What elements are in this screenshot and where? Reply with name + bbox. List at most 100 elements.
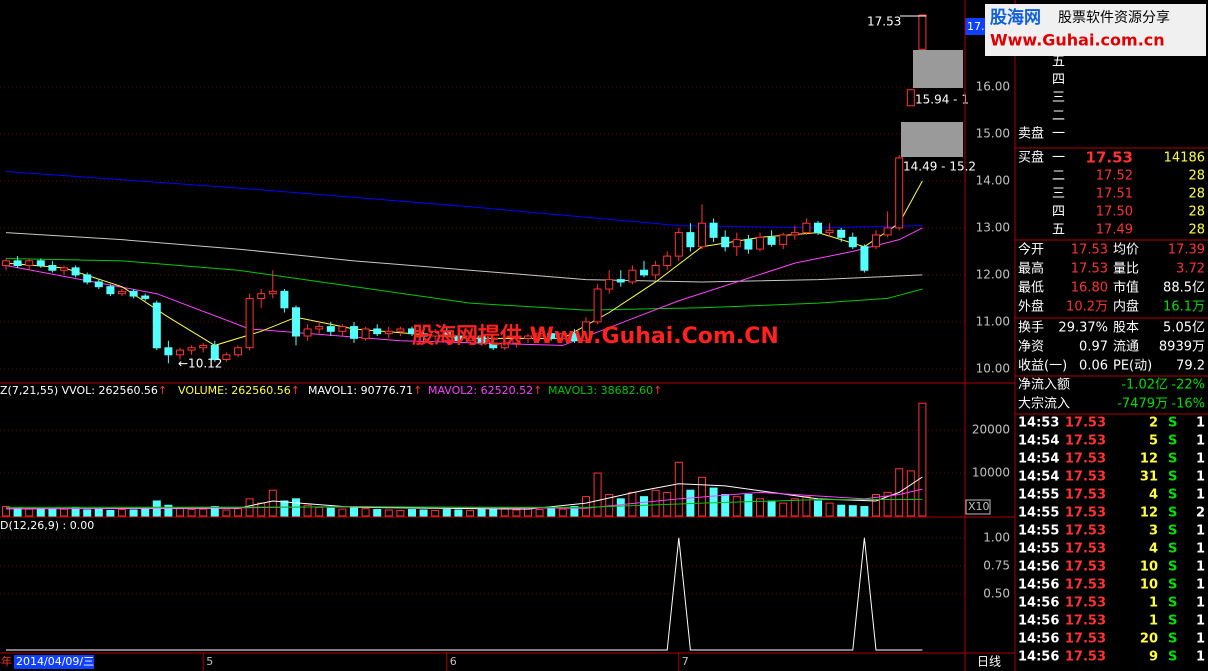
candle-body (744, 239, 753, 250)
buy-volume: 28 (1188, 187, 1205, 202)
candle-body (419, 333, 428, 337)
candle-body (651, 265, 660, 276)
stat-label: 今开 (1018, 242, 1044, 258)
tick-time: 14:55 (1018, 542, 1059, 557)
volume-bar (593, 472, 602, 517)
candle-body (524, 335, 532, 339)
candle-body (129, 290, 138, 297)
volume-bar (373, 509, 382, 517)
candle-body (918, 14, 927, 50)
stat-value: 0.06 (1079, 359, 1108, 374)
candle-body (83, 274, 92, 283)
y-tick-label: 20000 (972, 423, 1010, 437)
volume-bar (709, 487, 718, 517)
buy-price: 17.53 (1086, 149, 1133, 167)
tick-count: 1 (1196, 488, 1205, 503)
volume-bar (129, 509, 138, 517)
tick-time: 14:53 (1018, 416, 1059, 431)
candle-body (547, 333, 556, 339)
volume-bar (431, 509, 440, 517)
volume-bar (732, 496, 741, 517)
candle-body (431, 330, 440, 337)
tick-side: S (1168, 470, 1177, 485)
candle-body (222, 354, 231, 361)
tick-volume: 12 (1140, 506, 1158, 521)
tick-price: 17.53 (1065, 596, 1106, 611)
buy-label: 买盘 (1018, 150, 1044, 166)
volume-bar (779, 502, 788, 517)
candle-body (698, 222, 706, 248)
volume-header: VOLUME: 262560.56↑ (178, 384, 300, 397)
tick-time: 14:56 (1018, 650, 1059, 665)
stat-value: 3.72 (1176, 262, 1205, 277)
month-label: 6 (450, 655, 457, 668)
candle-body (268, 290, 277, 295)
volume-bar (489, 508, 498, 517)
buy-price: 17.52 (1096, 169, 1133, 184)
volume-bar (721, 494, 730, 517)
candle-body (408, 328, 416, 335)
scale-box (965, 499, 991, 515)
stat-value: 0.97 (1079, 340, 1108, 355)
tick-side: S (1168, 524, 1177, 539)
candle-body (802, 222, 811, 234)
candle-body (315, 326, 324, 330)
flow-pct: -22% (1171, 378, 1205, 393)
volume-bar (825, 502, 834, 517)
tick-time: 14:56 (1018, 596, 1059, 611)
volume-bar (60, 508, 68, 517)
volume-header: Z(7,21,55) VVOL: 262560.56↑ (0, 384, 167, 397)
volume-bar (570, 506, 579, 517)
tick-count: 2 (1196, 506, 1205, 521)
buy-level: 五 (1052, 223, 1065, 238)
y-tick-label: 13.00 (976, 220, 1010, 234)
volume-bar (2, 506, 10, 517)
tick-time: 14:55 (1018, 488, 1059, 503)
stat-value: 17.53 (1071, 243, 1108, 258)
candle-body (825, 229, 834, 234)
volume-bar (199, 508, 208, 517)
volume-bar (535, 509, 544, 517)
tick-price: 17.53 (1065, 560, 1106, 575)
scale-label: X10 (968, 500, 990, 513)
volume-bar (466, 509, 474, 517)
tick-price: 17.53 (1065, 506, 1106, 521)
candle-body (60, 267, 68, 271)
candle-body (361, 328, 370, 339)
candle-body (558, 333, 567, 339)
stat-label: 收益(一) (1018, 359, 1067, 374)
volume-bar (408, 509, 416, 517)
volume-bar (674, 461, 683, 517)
candle-body (477, 335, 486, 344)
volume-bar (651, 489, 660, 517)
candle-body (384, 330, 393, 335)
volume-bar (210, 506, 219, 517)
volume-bar (257, 502, 266, 517)
flow-label: 大宗流入 (1018, 396, 1070, 412)
volume-bar (419, 509, 428, 517)
volume-header: MAVOL3: 38682.60↑ (548, 384, 662, 397)
volume-bar (83, 509, 92, 517)
stat-label: 内盘 (1113, 299, 1139, 315)
candle-body (872, 234, 880, 248)
year-fragment: 4年 (0, 654, 12, 668)
volume-bar (25, 508, 34, 517)
sell-label: 卖盘 (1018, 126, 1044, 142)
volume-bar (767, 500, 776, 517)
tick-time: 14:56 (1018, 578, 1059, 593)
volume-bar (640, 496, 648, 517)
candle-body (350, 326, 358, 339)
y-tick-label: 12.00 (976, 267, 1010, 281)
tick-price: 17.53 (1065, 434, 1106, 449)
candle-body (234, 347, 242, 356)
ma-line (5, 498, 923, 508)
volume-bar (616, 498, 625, 517)
volume-bar (547, 508, 556, 517)
stat-label: 外盘 (1018, 299, 1044, 315)
tick-price: 17.53 (1065, 488, 1106, 503)
tick-count: 1 (1196, 578, 1205, 593)
tick-side: S (1168, 452, 1177, 467)
candle-body (779, 234, 788, 245)
candle-body (756, 236, 764, 250)
